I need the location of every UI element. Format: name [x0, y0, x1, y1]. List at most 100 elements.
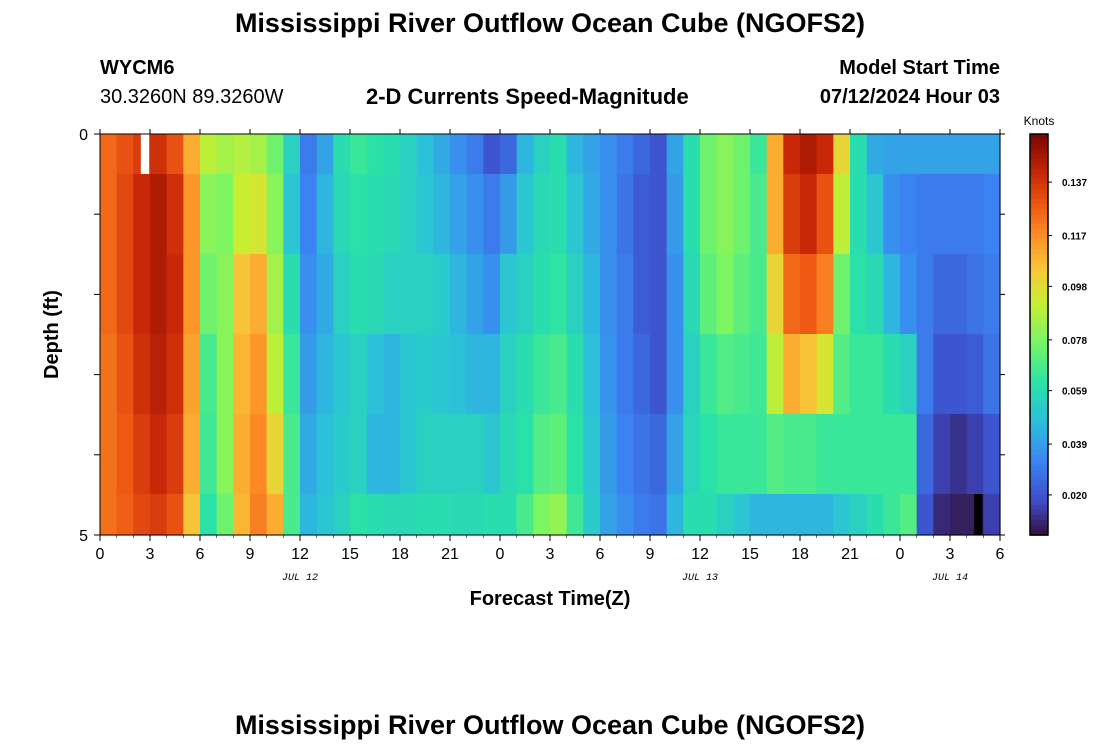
heatmap-cell: [900, 494, 918, 536]
heatmap-cell: [733, 174, 751, 255]
date-label: JUL 14: [932, 573, 968, 584]
colorbar-segment: [1030, 474, 1048, 481]
colorbar-segment: [1030, 514, 1048, 521]
heatmap-cell: [933, 414, 951, 495]
heatmap-cell: [450, 494, 468, 536]
colorbar-segment: [1030, 134, 1048, 140]
colorbar-segment: [1030, 319, 1048, 326]
heatmap-cell: [166, 334, 184, 415]
heatmap-cell: [516, 174, 534, 255]
heatmap-cell: [416, 414, 434, 495]
colorbar-segment: [1030, 409, 1048, 416]
heatmap-cell: [800, 494, 818, 536]
x-tick-label: 3: [146, 546, 155, 563]
date-label: JUL 13: [682, 573, 718, 584]
heatmap-cell: [916, 494, 934, 536]
heatmap-cell: [616, 174, 634, 255]
colorbar-segment: [1030, 444, 1048, 451]
heatmap-cell: [950, 174, 968, 255]
colorbar-frame: [1029, 133, 1049, 536]
heatmap-cell: [283, 334, 301, 415]
x-tick-label: 9: [646, 546, 655, 563]
heatmap-cell: [616, 334, 634, 415]
heatmap-cell: [700, 134, 718, 175]
heatmap-cell: [833, 174, 851, 255]
colorbar-segment: [1030, 379, 1048, 386]
heatmap-cell: [750, 494, 768, 536]
heatmap-cell: [316, 414, 334, 495]
heatmap-cell: [583, 414, 601, 495]
heatmap-cell: [783, 494, 801, 536]
colorbar-segment: [1030, 139, 1048, 145]
heatmap-cell: [183, 254, 201, 335]
heatmap-cell: [816, 134, 834, 175]
heatmap-cell: [366, 334, 384, 415]
heatmap-cell: [816, 174, 834, 255]
heatmap-cell: [583, 174, 601, 255]
colorbar-segment: [1030, 154, 1048, 160]
heatmap-cell: [516, 254, 534, 335]
colorbar-segment: [1030, 489, 1048, 496]
colorbar-segment: [1030, 504, 1048, 511]
colorbar-segment: [1030, 274, 1048, 281]
colorbar-segment: [1030, 414, 1048, 421]
colorbar-segment: [1030, 219, 1048, 225]
heatmap-cell: [166, 494, 184, 536]
x-tick-label: 3: [946, 546, 955, 563]
heatmap-cell: [950, 254, 968, 335]
heatmap-cell: [400, 334, 418, 415]
heatmap-cell: [933, 494, 951, 536]
colorbar-segment: [1030, 484, 1048, 491]
heatmap-cell: [466, 254, 484, 335]
heatmap-cell: [766, 414, 784, 495]
heatmap-cell: [350, 494, 368, 536]
heatmap-cell: [700, 414, 718, 495]
heatmap-cell: [950, 134, 968, 175]
heatmap-cell: [200, 494, 218, 536]
colorbar-segment: [1030, 214, 1048, 220]
heatmap-cell: [233, 494, 251, 536]
colorbar-segment: [1030, 354, 1048, 361]
heatmap-cell: [116, 134, 134, 175]
heatmap-cell: [233, 254, 251, 335]
heatmap-cell: [383, 254, 401, 335]
heatmap-cell: [150, 254, 168, 335]
heatmap-cell: [333, 334, 351, 415]
heatmap-cell: [183, 134, 201, 175]
missing-cell: [974, 494, 983, 535]
heatmap-cell: [283, 254, 301, 335]
heatmap-cell: [700, 334, 718, 415]
colorbar-segment: [1030, 224, 1048, 230]
heatmap-cell: [616, 494, 634, 536]
heatmap-cell: [333, 414, 351, 495]
heatmap-cell: [383, 414, 401, 495]
heatmap-cell: [350, 254, 368, 335]
heatmap-cell: [966, 174, 984, 255]
heatmap-cell: [900, 134, 918, 175]
heatmap-cell: [650, 494, 668, 536]
colorbar-segment: [1030, 434, 1048, 441]
colorbar-segment: [1030, 324, 1048, 331]
colorbar-segment: [1030, 314, 1048, 321]
heatmap-cell: [850, 494, 868, 536]
colorbar: Knots 0.020 0.039 0.059 0.078 0.098 0.117 0.137: [1024, 114, 1087, 536]
heatmap-cell: [600, 174, 618, 255]
x-axis-label: Forecast Time(Z): [470, 588, 631, 610]
x-tick-label: 15: [341, 546, 359, 563]
heatmap-cell: [850, 414, 868, 495]
heatmap-cell: [750, 334, 768, 415]
heatmap-cell: [500, 494, 518, 536]
heatmap-cell: [533, 134, 551, 175]
heatmap-cell: [783, 134, 801, 175]
heatmap-cell: [666, 134, 684, 175]
colorbar-segment: [1030, 264, 1048, 271]
heatmap-cell: [233, 174, 251, 255]
heatmap-cell: [183, 414, 201, 495]
colorbar-segment: [1030, 499, 1048, 506]
heatmap-cell: [650, 334, 668, 415]
colorbar-segment: [1030, 344, 1048, 351]
colorbar-segment: [1030, 369, 1048, 376]
colorbar-tick-label: 0.078: [1062, 336, 1087, 347]
heatmap-cell: [100, 174, 118, 255]
heatmap-cell: [850, 334, 868, 415]
